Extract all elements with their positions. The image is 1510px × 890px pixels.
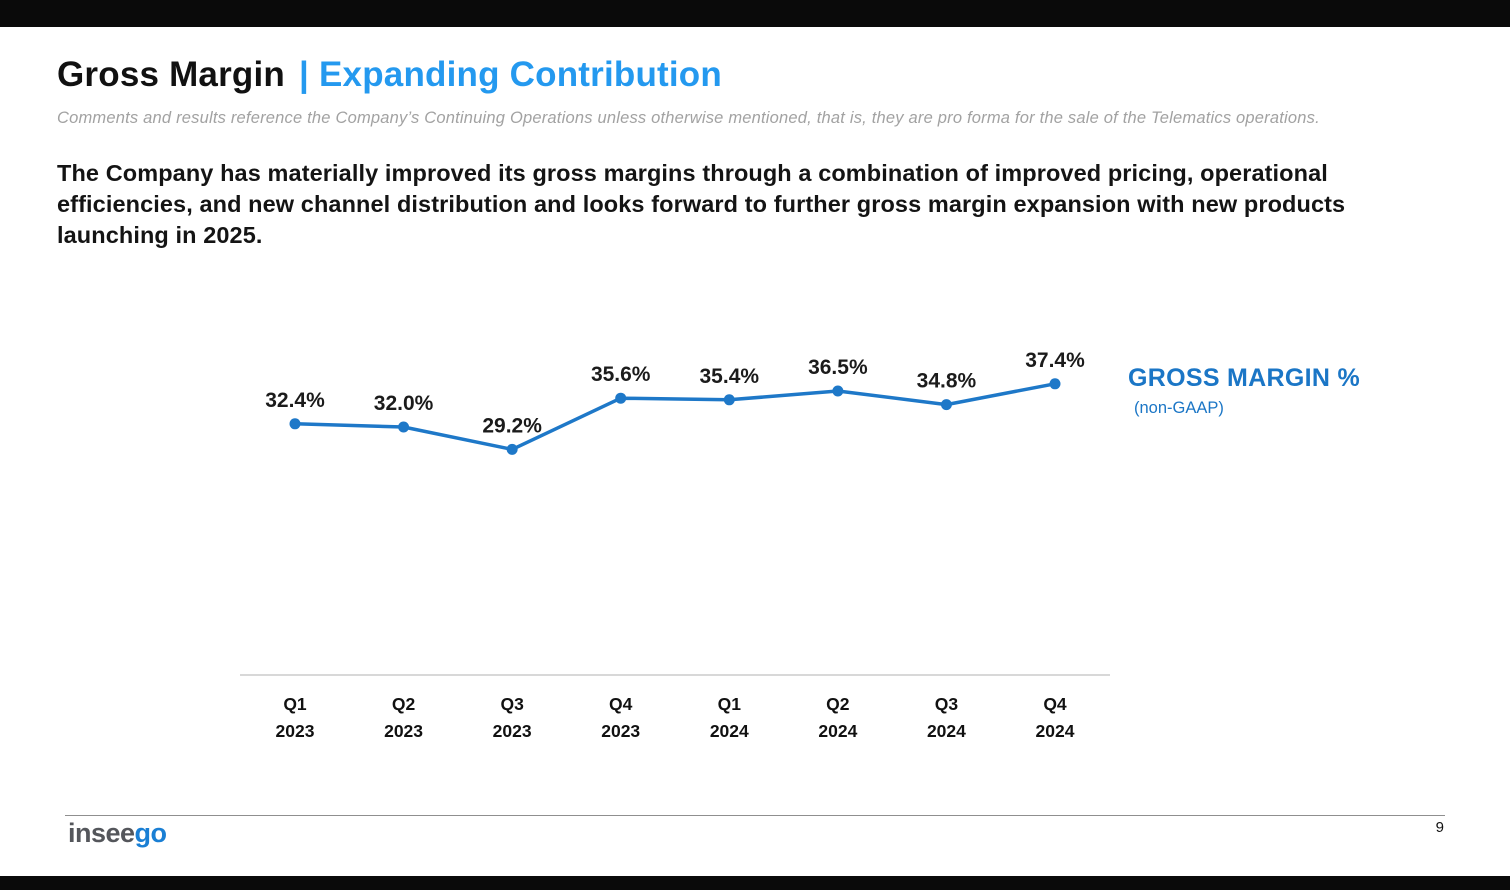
data-label: 35.6% (591, 363, 651, 386)
page-title: Gross Margin | Expanding Contribution (57, 55, 722, 95)
x-axis-label: Q4 2023 (601, 694, 640, 741)
data-point (940, 399, 952, 411)
data-point (289, 418, 301, 430)
x-axis-label: Q3 2024 (927, 694, 966, 741)
inseego-logo: inseego (68, 818, 167, 849)
page-number: 9 (1435, 819, 1444, 836)
data-label: 36.5% (808, 356, 868, 379)
title-black-part: Gross Margin (57, 55, 286, 94)
data-label: 29.2% (482, 414, 542, 437)
x-axis-label: Q4 2024 (1036, 694, 1075, 741)
data-label: 37.4% (1025, 349, 1085, 372)
data-label: 32.0% (374, 392, 434, 415)
data-point (615, 392, 627, 404)
legend-title: GROSS MARGIN % (1128, 364, 1360, 392)
data-point (832, 385, 844, 397)
gross-margin-chart: 32.4% Q1 2023 32.0% Q2 2023 29.2% Q3 2023 35.6% Q4… (235, 330, 1115, 760)
x-axis-label: Q1 2024 (710, 694, 749, 741)
x-axis-label: Q2 2023 (384, 694, 423, 741)
data-point (1049, 378, 1061, 390)
logo-blue-part: go (134, 818, 168, 848)
data-point (723, 394, 735, 406)
title-divider: | (299, 55, 310, 94)
data-label: 35.4% (700, 365, 760, 388)
disclaimer-text: Comments and results reference the Compa… (57, 109, 1320, 127)
data-point (506, 443, 518, 455)
data-point (398, 421, 410, 433)
x-axis-label: Q3 2023 (493, 694, 532, 741)
footer-divider (65, 815, 1445, 816)
gross-margin-line-chart: 32.4% Q1 2023 32.0% Q2 2023 29.2% Q3 2023 35.6% Q4… (240, 349, 1110, 741)
x-axis-label: Q1 2023 (276, 694, 315, 741)
title-accent-part: Expanding Contribution (319, 55, 722, 94)
legend-subtitle: (non-GAAP) (1134, 399, 1224, 417)
top-border-bar (0, 0, 1510, 27)
data-label: 34.8% (917, 370, 977, 393)
bottom-border-bar (0, 876, 1510, 890)
logo-gray-part: insee (68, 818, 135, 848)
body-paragraph: The Company has materially improved its … (57, 160, 1346, 249)
trend-line (293, 382, 1057, 452)
chart-legend: GROSS MARGIN % (non-GAAP) (1128, 364, 1448, 418)
x-axis-label: Q2 2024 (818, 694, 857, 741)
data-label: 32.4% (265, 389, 325, 412)
